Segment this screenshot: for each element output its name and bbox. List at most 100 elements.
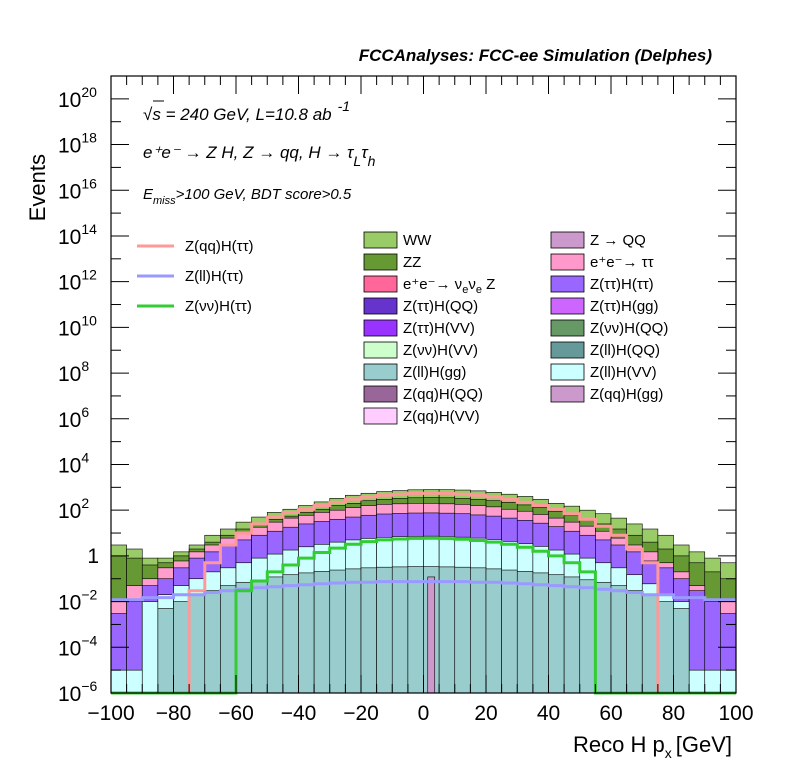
x-tick-labels: −100 −80 −60 −40 −20 0 20 40 60 80 100	[87, 702, 753, 725]
histogram-bin	[641, 594, 659, 694]
legend-box-label: Z(ττ)H(VV)	[403, 320, 475, 337]
narrow-bin	[427, 576, 436, 694]
histogram-bin	[501, 569, 518, 694]
legend-box-swatch	[550, 231, 585, 249]
legend-box-label: Z(ττ)H(QQ)	[403, 298, 478, 315]
histogram-bin	[454, 566, 471, 694]
histogram-bin	[329, 569, 346, 694]
histogram-bin	[470, 567, 487, 694]
histogram-bin	[485, 568, 502, 694]
histogram-bin	[376, 566, 393, 694]
histogram-bin	[407, 566, 424, 694]
histogram-bin	[251, 579, 268, 694]
y-tick-label: 108	[58, 358, 89, 386]
legend-box-label: Z(qq)H(gg)	[590, 386, 663, 403]
legend: Z(qq)H(ττ) Z(ll)H(ττ) Z(νν)H(ττ) WW ZZ e⁺e⁻→ …	[137, 231, 668, 425]
legend-box-swatch	[363, 385, 398, 403]
y-tick-label: 1018	[58, 130, 97, 158]
histogram-bin	[345, 568, 362, 694]
histogram-bin	[438, 566, 456, 694]
y-tick-label: 10−6	[58, 678, 98, 706]
annotation-block: √s = 240 GeV, L=10.8 ab -1 e⁺e⁻ → Z H, Z …	[143, 98, 376, 207]
legend-box-label: Z(qq)H(QQ)	[403, 386, 483, 403]
annotation-selection: Emiss>100 GeV, BDT score>0.5	[143, 186, 352, 207]
x-tick-label: −40	[281, 702, 317, 725]
legend-box-label: Z(νν)H(VV)	[403, 342, 478, 359]
axis-ticks	[110, 75, 737, 694]
y-tick-label: 1020	[58, 84, 97, 112]
annotation-energy-lumi: √s = 240 GeV, L=10.8 ab -1	[143, 98, 350, 124]
signal-line	[111, 536, 736, 695]
chart-header: FCCAnalyses: FCC-ee Simulation (Delphes)	[359, 46, 713, 65]
histogram-bin	[235, 581, 252, 694]
histogram-bin	[626, 590, 643, 694]
y-tick-labels: 10−6 10−4 10−2 1 102 104 106 108 1010 1012 1014 101…	[58, 84, 99, 706]
signal-line	[111, 580, 736, 602]
legend-box-swatch	[550, 253, 585, 271]
y-tick-label: 1014	[58, 221, 97, 249]
legend-box-label: Z(ll)H(gg)	[403, 364, 466, 381]
histogram-bin	[266, 576, 284, 694]
histogram-bin	[548, 574, 565, 694]
legend-box-swatch	[550, 297, 585, 315]
y-tick-label: 10−2	[58, 587, 98, 615]
histogram-bin	[610, 585, 627, 694]
legend-box-swatch	[363, 297, 398, 315]
histogram-bin	[563, 576, 581, 694]
legend-box-swatch	[550, 275, 585, 293]
histogram-bin	[220, 585, 237, 694]
histogram-bin	[188, 594, 206, 694]
histogram-bin	[298, 572, 315, 694]
histogram-bin	[282, 574, 299, 694]
y-tick-label: 1016	[58, 175, 97, 203]
histogram-bin	[204, 590, 221, 694]
legend-box-label: ZZ	[403, 254, 421, 271]
x-tick-label: 100	[718, 702, 753, 725]
legend-box-label: Z(ll)H(QQ)	[590, 342, 660, 359]
signal-line	[111, 491, 736, 695]
annotation-process: e⁺e⁻ → Z H, Z → qq, H → τLτh	[143, 143, 376, 169]
histogram-bin	[657, 601, 674, 694]
x-tick-label: 20	[474, 702, 497, 725]
legend-box-swatch	[363, 275, 398, 293]
legend-box-label: Z(νν)H(QQ)	[590, 320, 668, 337]
histogram-bin	[579, 579, 596, 694]
histogram-bin	[516, 571, 534, 694]
legend-box-swatch	[363, 231, 398, 249]
legend-box-swatch	[363, 319, 398, 337]
histogram-bin	[360, 567, 377, 694]
legend-box-swatch	[363, 407, 398, 425]
x-tick-label: −80	[156, 702, 192, 725]
x-tick-label: 60	[599, 702, 622, 725]
legend-box-label: e⁺e⁻→ νeνe Z	[403, 276, 495, 296]
legend-box-label: Z(ττ)H(ττ)	[590, 276, 654, 293]
legend-box-swatch	[363, 253, 398, 271]
y-tick-label: 106	[58, 404, 89, 432]
x-tick-label: 80	[662, 702, 685, 725]
histogram-bin	[673, 608, 690, 694]
histogram-bin	[313, 571, 331, 694]
x-tick-label: −20	[343, 702, 379, 725]
y-tick-label: 10−4	[58, 632, 98, 660]
x-tick-label: −100	[87, 702, 134, 725]
x-tick-label: −60	[218, 702, 254, 725]
signal-lines	[111, 491, 736, 695]
y-axis-title: Events	[25, 154, 50, 221]
histogram-bin	[126, 669, 143, 694]
legend-box-label: Z(ll)H(VV)	[590, 364, 657, 381]
legend-box-swatch	[550, 319, 585, 337]
histogram-bin	[141, 601, 159, 694]
x-tick-label: 40	[537, 702, 560, 725]
legend-line-label: Z(νν)H(ττ)	[185, 298, 252, 315]
legend-box-swatch	[550, 363, 585, 381]
histogram-bin	[391, 566, 409, 694]
legend-box-swatch	[550, 341, 585, 359]
legend-box-label: WW	[403, 232, 432, 249]
x-axis-title: Reco H px [GeV]	[573, 732, 732, 761]
histogram-bin	[704, 669, 721, 694]
histogram-bin	[720, 669, 737, 694]
legend-box-label: Z(qq)H(VV)	[403, 408, 480, 425]
legend-box-label: Z → QQ	[590, 232, 646, 249]
y-tick-label: 102	[58, 495, 89, 523]
histogram-bin	[157, 608, 174, 694]
